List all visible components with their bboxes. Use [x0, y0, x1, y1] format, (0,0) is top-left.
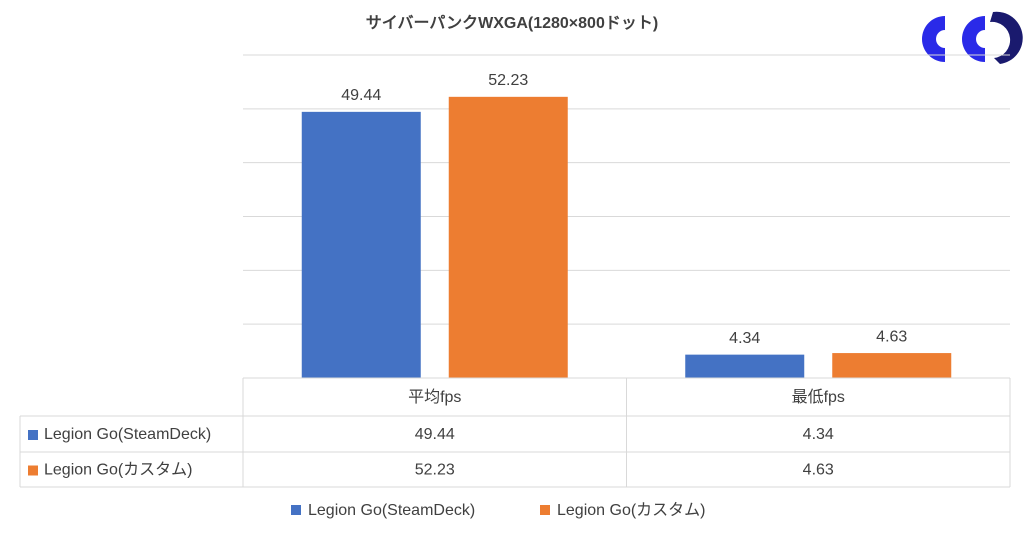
table-value: 4.63 — [803, 462, 834, 479]
logo — [922, 11, 1023, 64]
chart-title: サイバーパンクWXGA(1280×800ドット) — [366, 14, 658, 32]
bar — [301, 111, 421, 379]
data-label: 49.44 — [341, 87, 381, 104]
data-label: 52.23 — [488, 72, 528, 89]
table-legend-key — [28, 465, 38, 476]
table-value: 49.44 — [415, 426, 455, 443]
legend-label: Legion Go(SteamDeck) — [308, 502, 475, 519]
legend-key — [291, 505, 301, 515]
legend-label: Legion Go(カスタム) — [557, 501, 706, 519]
data-label: 4.34 — [729, 330, 760, 347]
table-value: 52.23 — [415, 462, 455, 479]
legend-key — [540, 505, 550, 515]
table-series-name: Legion Go(SteamDeck) — [44, 426, 211, 443]
bar — [832, 353, 952, 378]
x-tick-label: 平均fps — [408, 388, 461, 406]
data-label: 4.63 — [876, 328, 907, 345]
bar — [685, 354, 805, 378]
table-legend-key — [28, 430, 38, 440]
bar — [448, 96, 568, 379]
table-value: 4.34 — [803, 426, 834, 443]
table-series-name: Legion Go(カスタム) — [44, 461, 193, 479]
x-tick-label: 最低fps — [792, 388, 845, 406]
